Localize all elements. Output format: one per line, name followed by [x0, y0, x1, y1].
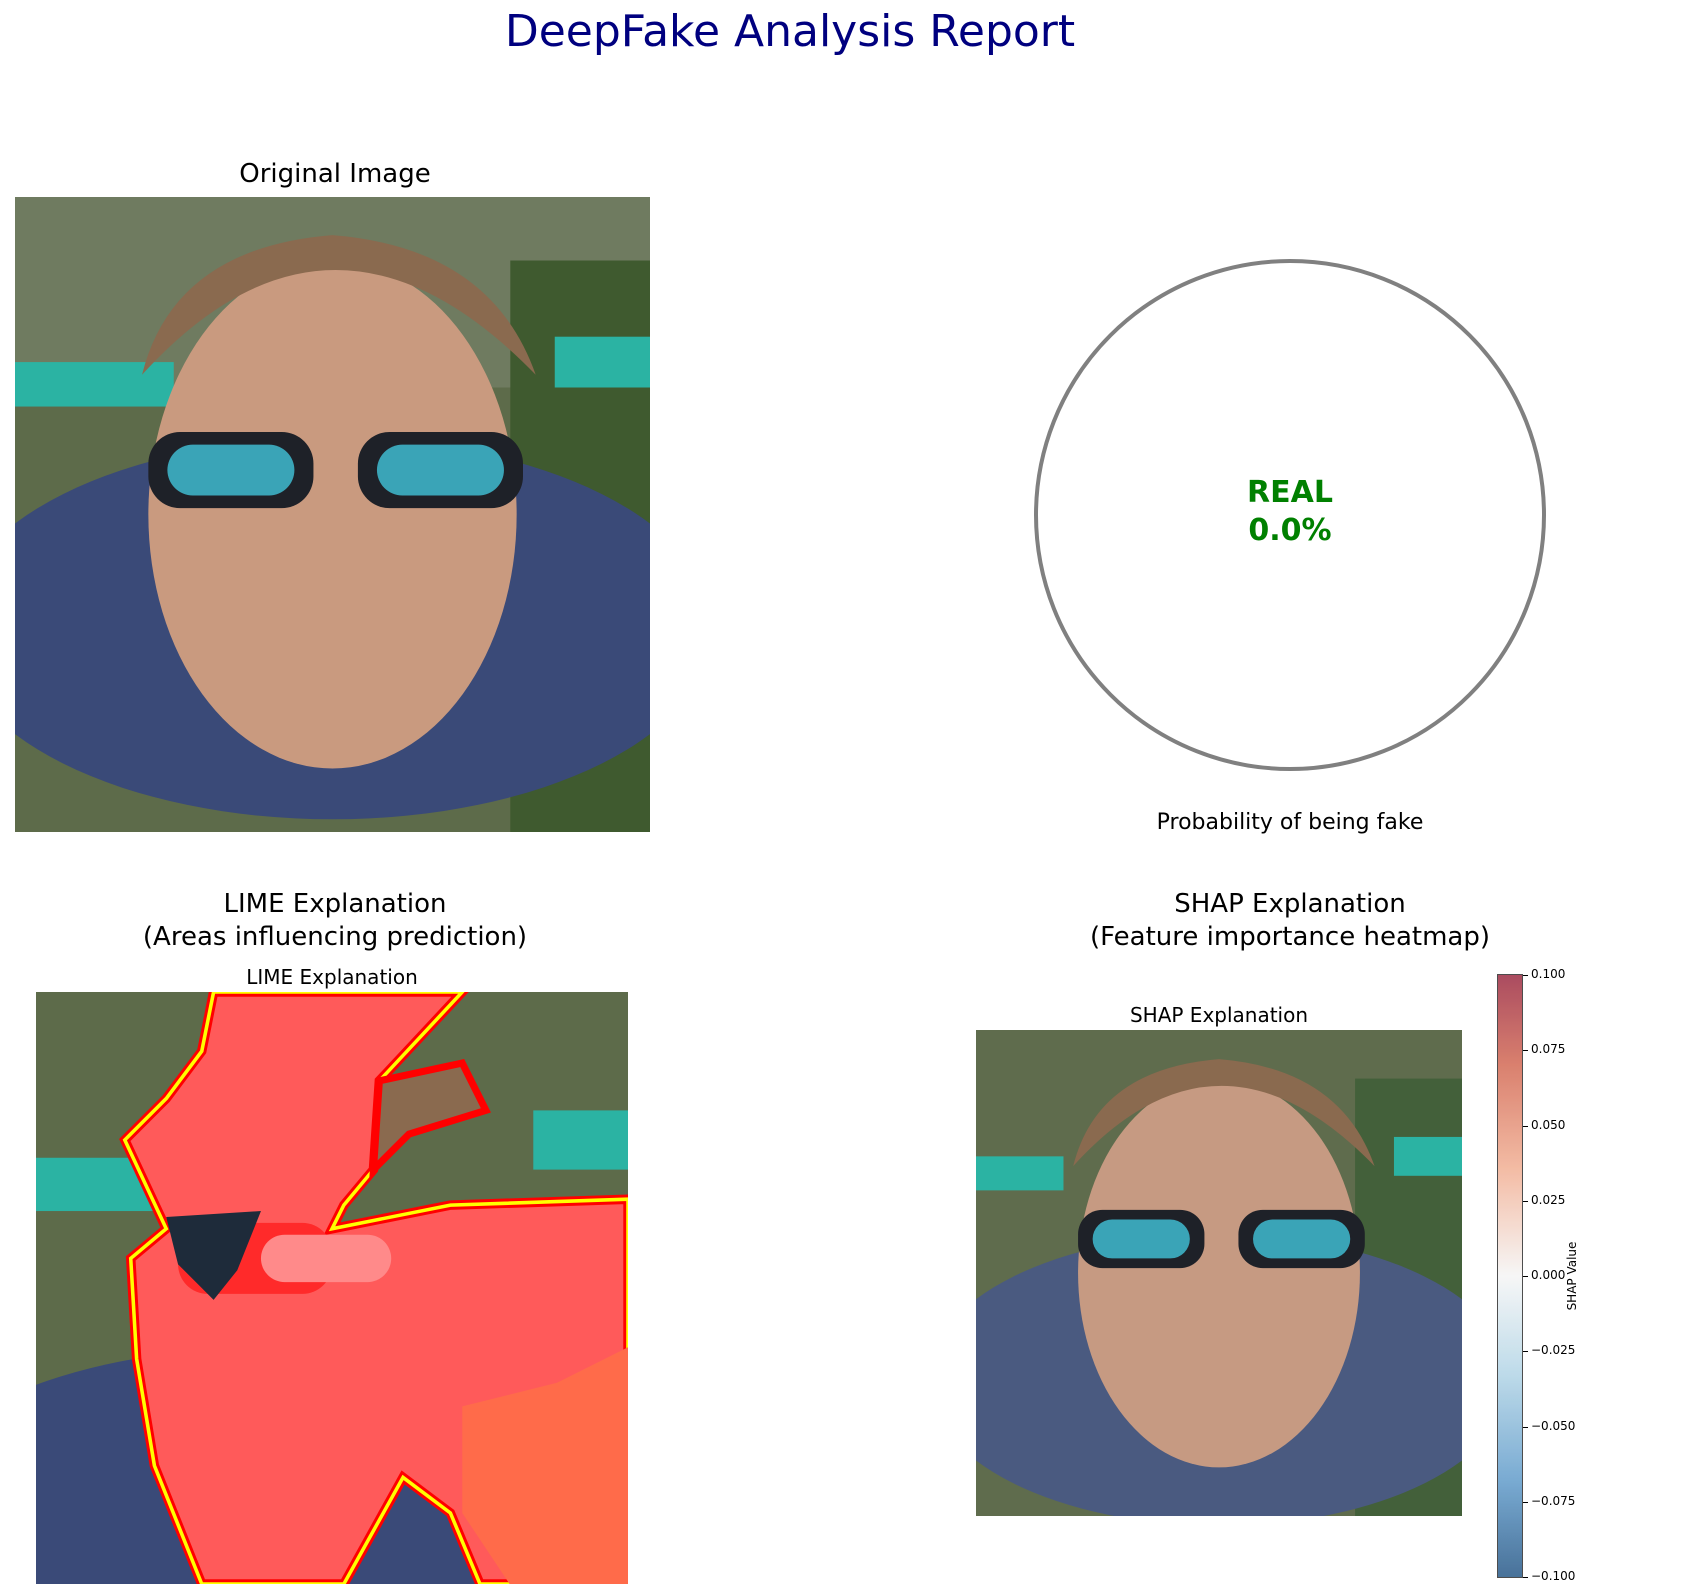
colorbar-tick-label: 0.025 [1531, 1192, 1566, 1207]
report-title: DeepFake Analysis Report [504, 6, 1076, 57]
shap-colorbar [1497, 974, 1523, 1578]
gauge-label: REAL 0.0% [1090, 474, 1490, 550]
colorbar-tick-label: −0.025 [1531, 1343, 1576, 1358]
shap-title-line2: (Feature importance heatmap) [1090, 922, 1490, 952]
colorbar-tick-label: −0.050 [1531, 1418, 1576, 1433]
original-image [15, 197, 650, 832]
lime-inner-title: LIME Explanation [246, 965, 418, 989]
colorbar-tick-mark [1523, 1050, 1528, 1052]
colorbar-tick-label: 0.050 [1531, 1117, 1566, 1132]
colorbar-tick-mark [1523, 1501, 1528, 1503]
shap-explanation-image [976, 1030, 1462, 1516]
probability-caption: Probability of being fake [1156, 810, 1424, 835]
verdict-label: REAL [1247, 475, 1333, 510]
shap-panel-title: SHAP Explanation (Feature importance hea… [1040, 888, 1540, 954]
lime-title-line2: (Areas influencing prediction) [142, 922, 528, 952]
colorbar-tick-label: 0.075 [1531, 1042, 1566, 1057]
colorbar-tick-mark [1523, 1577, 1528, 1578]
probability-gauge [1034, 259, 1546, 771]
colorbar-tick-mark [1523, 1125, 1528, 1127]
original-image-title: Original Image [239, 159, 431, 189]
colorbar-tick-mark [1523, 975, 1528, 976]
colorbar-tick-mark [1523, 1351, 1528, 1353]
lime-title-line1: LIME Explanation [223, 889, 447, 919]
colorbar-tick-label: −0.100 [1531, 1569, 1576, 1583]
fake-percent: 0.0% [1248, 513, 1332, 548]
colorbar-label: SHAP Value [1565, 1241, 1579, 1311]
colorbar-tick-mark [1523, 1276, 1528, 1277]
lime-panel-title: LIME Explanation (Areas influencing pred… [15, 888, 655, 954]
colorbar-tick-label: 0.000 [1531, 1268, 1566, 1282]
gauge-ring [1034, 259, 1546, 771]
colorbar-tick-mark [1523, 1200, 1528, 1202]
colorbar-tick-label: −0.075 [1531, 1493, 1576, 1508]
lime-explanation-image [36, 992, 628, 1584]
shap-title-line1: SHAP Explanation [1174, 889, 1406, 919]
colorbar-tick-mark [1523, 1426, 1528, 1428]
shap-inner-title: SHAP Explanation [1129, 1003, 1309, 1027]
colorbar-tick-label: 0.100 [1531, 967, 1566, 981]
